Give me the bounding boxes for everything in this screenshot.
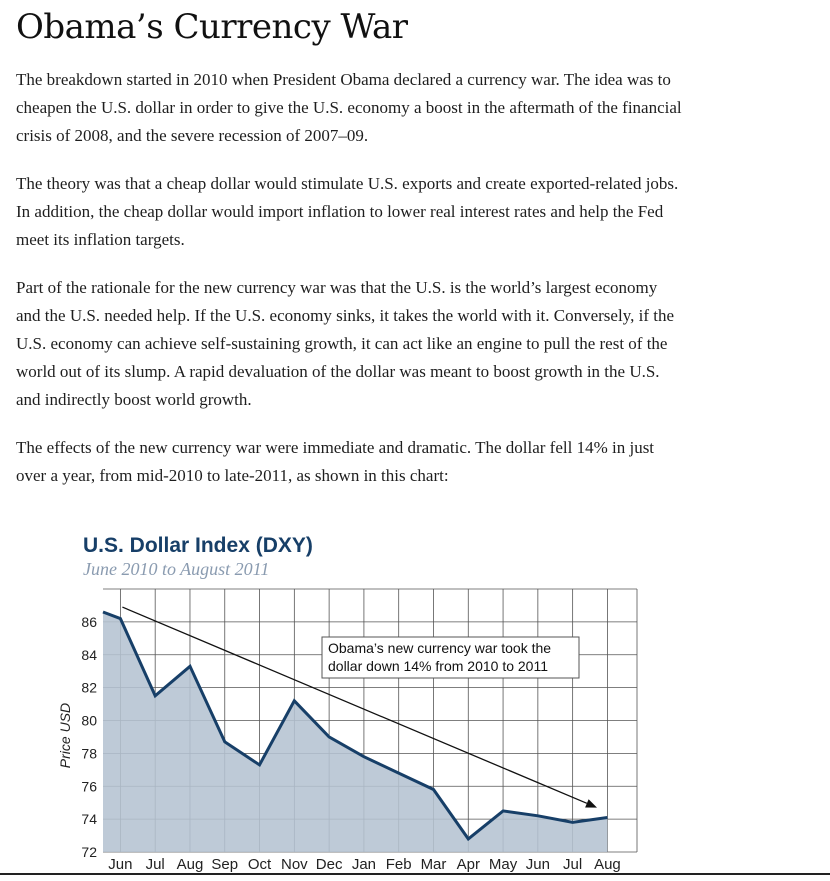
annotation-text-line-2: dollar down 14% from 2010 to 2011 <box>328 658 548 674</box>
x-tick-label-12: Jun <box>526 856 550 873</box>
y-tick-label-3: 78 <box>81 745 97 761</box>
x-tick-label-3: Sep <box>211 856 238 873</box>
y-tick-label-0: 72 <box>81 844 97 860</box>
y-axis-ticks: 72 74 76 78 80 82 84 86 <box>81 614 97 860</box>
annotation-box <box>321 636 580 679</box>
y-tick-label-5: 82 <box>81 680 97 696</box>
x-tick-label-2: Aug <box>177 856 204 873</box>
y-tick-label-7: 86 <box>81 614 97 630</box>
x-tick-label-13: Jul <box>563 856 582 873</box>
article-title: Obama’s Currency War <box>16 7 408 47</box>
y-tick-label-6: 84 <box>81 647 97 663</box>
y-tick-label-4: 80 <box>81 713 97 729</box>
bottom-divider <box>0 873 830 875</box>
area-fill <box>103 612 608 852</box>
x-tick-label-8: Feb <box>386 856 412 873</box>
x-tick-label-11: May <box>489 856 518 873</box>
x-tick-label-4: Oct <box>248 856 272 873</box>
x-axis-ticks: Jun Jul Aug Sep Oct Nov Dec Jan Feb Mar Apr May Jun J… <box>108 856 620 873</box>
x-tick-label-10: Apr <box>457 856 480 873</box>
y-axis-label: Price USD <box>57 703 73 768</box>
paragraph-3: Part of the rationale for the new curren… <box>16 278 674 409</box>
paragraph-1: The breakdown started in 2010 when Presi… <box>16 70 682 145</box>
series-line <box>102 610 608 842</box>
x-tick-label-14: Aug <box>594 856 621 873</box>
x-tick-label-5: Nov <box>281 856 308 873</box>
annotation: Obama’s new currency war took the dollar… <box>122 606 597 808</box>
y-tick-label-2: 76 <box>81 778 97 794</box>
paragraph-2: The theory was that a cheap dollar would… <box>16 174 679 249</box>
annotation-text-line-1: Obama’s new currency war took the <box>328 640 551 656</box>
arrow-head-icon <box>585 799 597 808</box>
x-tick-label-1: Jul <box>146 856 165 873</box>
x-tick-label-9: Mar <box>421 856 447 873</box>
x-tick-label-7: Jan <box>352 856 376 873</box>
x-tick-label-0: Jun <box>108 856 132 873</box>
y-tick-label-1: 74 <box>81 811 97 827</box>
article: Obama’s Currency War The breakdown start… <box>16 0 686 485</box>
chart-svg: U.S. Dollar Index (DXY) June 2010 to Aug… <box>57 534 638 873</box>
x-tick-label-6: Dec <box>316 856 343 873</box>
chart-title: U.S. Dollar Index (DXY) <box>83 534 313 557</box>
chart-subtitle: June 2010 to August 2011 <box>83 559 269 579</box>
trend-arrow <box>122 606 588 804</box>
paragraph-4: The effects of the new currency war were… <box>16 438 655 485</box>
dollar-index-chart: U.S. Dollar Index (DXY) June 2010 to Aug… <box>0 520 830 876</box>
